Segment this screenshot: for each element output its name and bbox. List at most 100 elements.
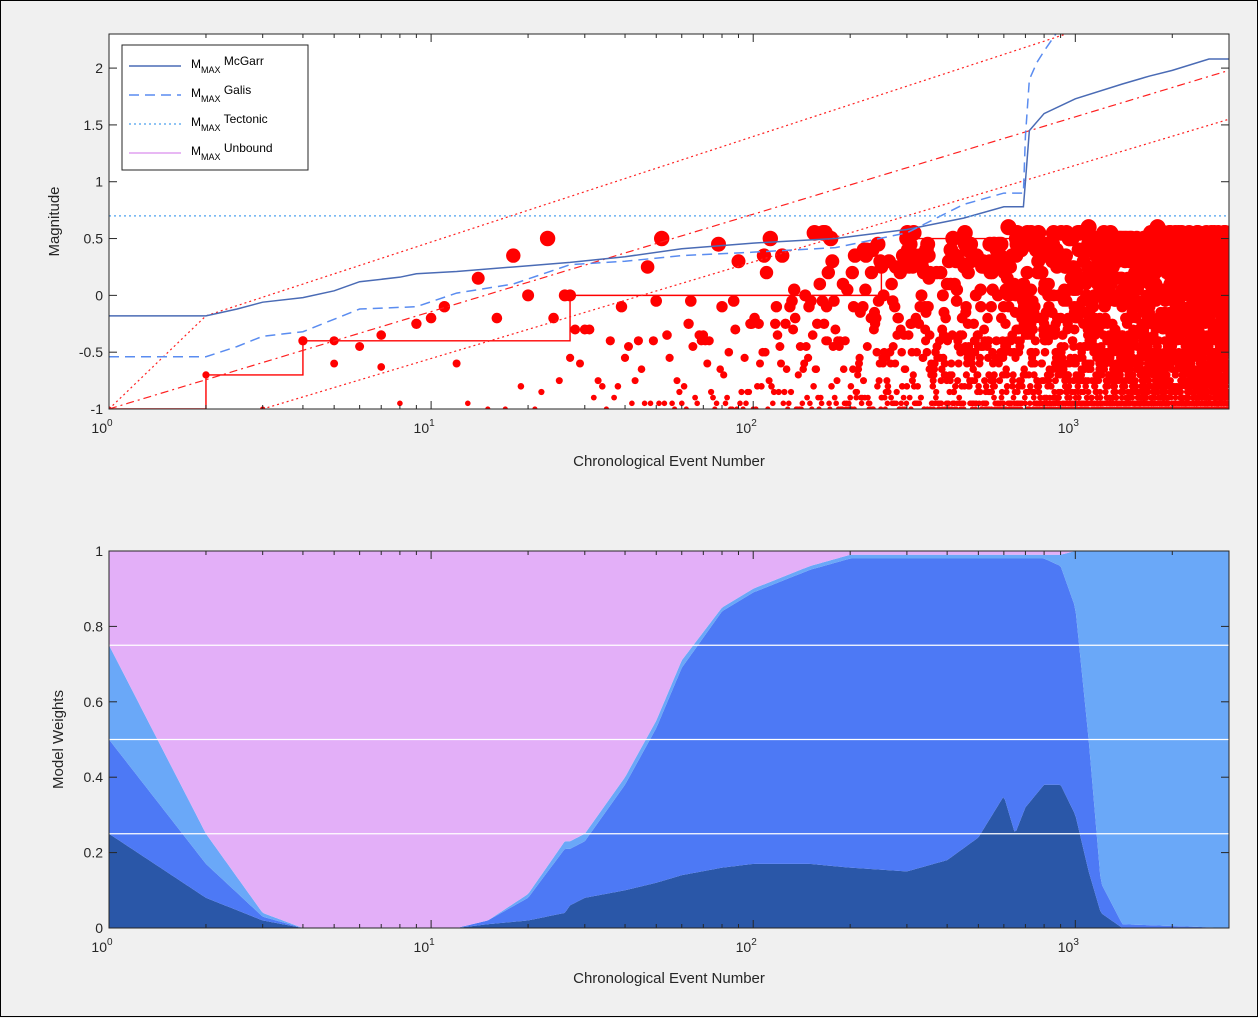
event-point [966, 383, 973, 390]
event-point [1222, 383, 1229, 390]
event-point [720, 371, 728, 379]
event-point [770, 301, 783, 313]
event-point [1082, 383, 1089, 390]
event-point [929, 377, 937, 385]
event-point [975, 301, 987, 313]
event-point [847, 394, 854, 401]
event-point [1116, 371, 1124, 379]
event-point [1003, 260, 1017, 274]
event-point [950, 388, 958, 396]
event-point [971, 377, 979, 385]
event-point [953, 406, 959, 409]
event-point [745, 388, 753, 396]
event-point [1024, 283, 1038, 296]
event-point [948, 371, 956, 379]
event-point [849, 365, 857, 374]
event-point [679, 400, 685, 407]
event-point [878, 406, 884, 409]
event-point [397, 400, 403, 407]
event-point [692, 394, 698, 401]
event-point [903, 330, 914, 340]
event-point [570, 324, 581, 335]
event-point [1112, 388, 1119, 396]
event-point [794, 371, 802, 379]
event-point [922, 347, 932, 357]
event-point [908, 406, 914, 409]
event-point [777, 359, 785, 368]
event-point [685, 295, 697, 307]
event-point [930, 365, 939, 374]
event-point [1102, 388, 1109, 396]
event-point [912, 347, 922, 357]
event-point [855, 353, 864, 362]
event-point [998, 388, 1006, 396]
event-point [1129, 371, 1137, 379]
event-point [1051, 377, 1059, 385]
event-point [1224, 388, 1229, 396]
y-tick-label: 0.6 [84, 694, 104, 710]
event-point [761, 347, 770, 357]
event-point [647, 400, 654, 407]
event-point [875, 377, 883, 385]
event-point-highlight [377, 363, 386, 371]
event-point [1085, 388, 1092, 396]
event-point [1027, 383, 1034, 390]
event-point [898, 400, 904, 407]
event-point [1222, 306, 1229, 318]
event-point [1030, 371, 1038, 379]
event-point [807, 330, 818, 340]
event-point [532, 406, 538, 409]
legend-label: MMAX Galis [191, 83, 251, 104]
event-point [722, 400, 729, 407]
event-point [888, 342, 898, 351]
event-point [938, 400, 945, 407]
x-axis-label: Chronological Event Number [573, 970, 765, 987]
event-point [1040, 347, 1050, 357]
y-tick-label: 0 [95, 920, 103, 936]
event-point [1098, 371, 1106, 379]
event-point [853, 394, 860, 401]
x-xtick-label: 103 [1058, 937, 1080, 955]
event-point [762, 230, 778, 247]
event-point [915, 289, 928, 302]
event-point [930, 371, 938, 379]
event-point [933, 394, 939, 401]
event-point [901, 365, 910, 374]
event-point [1003, 388, 1010, 396]
event-point [661, 400, 668, 407]
event-point [1219, 242, 1229, 258]
event-point [1058, 248, 1074, 263]
event-point [1035, 265, 1049, 280]
event-point [1168, 365, 1176, 374]
event-point [780, 400, 787, 407]
event-point [909, 371, 917, 379]
event-point [809, 406, 815, 409]
event-point [962, 371, 971, 379]
event-point [1226, 406, 1229, 409]
event-point [355, 342, 365, 351]
event-point [1187, 359, 1196, 368]
event-point [1166, 377, 1174, 385]
magnitude-chart: -1 -0.5 0 0.5 1 1.5 2 100 101 102 103 Chronological… [46, 33, 1230, 470]
event-point [924, 330, 935, 340]
event-point [1003, 383, 1011, 390]
y-tick-label: 0.8 [84, 618, 104, 634]
event-point [1084, 394, 1090, 401]
event-point [683, 318, 694, 329]
event-point [1177, 388, 1184, 396]
event-point [1076, 394, 1082, 401]
event-point [893, 388, 900, 396]
event-point [839, 365, 848, 374]
y-tick-label: 1 [95, 543, 103, 559]
event-point [711, 236, 726, 252]
event-point [555, 377, 563, 385]
event-point [972, 406, 979, 409]
event-point [1027, 400, 1033, 407]
event-point [885, 277, 898, 291]
event-point [694, 400, 700, 407]
event-point [1040, 377, 1048, 385]
x-xtick-label: 101 [414, 937, 436, 955]
event-point [874, 383, 881, 390]
event-point [756, 359, 764, 368]
